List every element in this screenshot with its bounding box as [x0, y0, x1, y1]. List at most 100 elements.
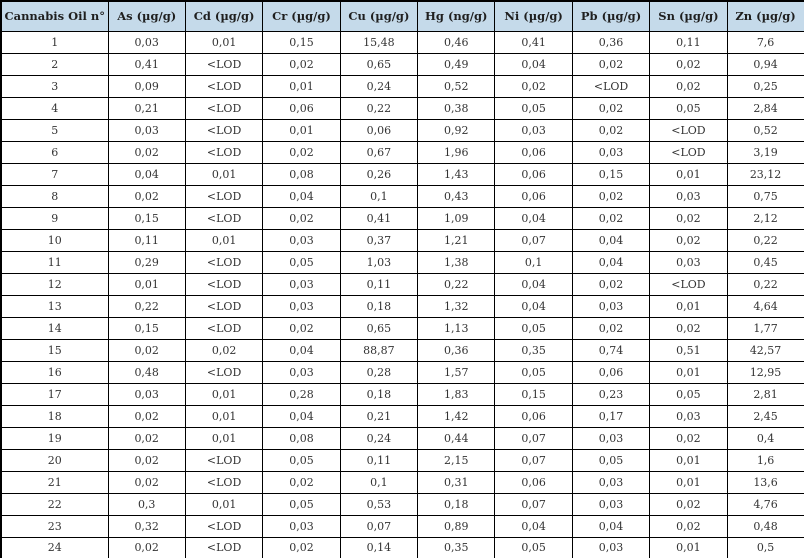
value-cell: 0,45 — [726, 250, 804, 274]
value-cell: <LOD — [184, 294, 264, 318]
value-cell: 0,02 — [649, 426, 728, 450]
value-cell: <LOD — [649, 272, 728, 296]
value-cell: 0,51 — [649, 338, 728, 362]
value-cell: 0,15 — [262, 30, 341, 54]
value-cell: 23,12 — [726, 162, 804, 186]
value-cell: 0,06 — [494, 184, 573, 208]
sample-number-cell: 21 — [0, 470, 109, 494]
value-cell: 0,3 — [107, 492, 186, 516]
value-cell: <LOD — [184, 206, 264, 230]
sample-number-cell: 1 — [0, 30, 109, 54]
value-cell: 0,41 — [107, 52, 186, 76]
value-cell: 0,07 — [494, 228, 573, 252]
value-cell: 4,76 — [726, 492, 804, 516]
value-cell: 0,94 — [726, 52, 804, 76]
sample-number-cell: 9 — [0, 206, 109, 230]
value-cell: 0,41 — [339, 206, 419, 230]
value-cell: 0,04 — [494, 272, 573, 296]
value-cell: 0,02 — [649, 228, 728, 252]
value-cell: <LOD — [184, 272, 264, 296]
value-cell: 0,22 — [726, 228, 804, 252]
value-cell: 4,64 — [726, 294, 804, 318]
value-cell: <LOD — [184, 514, 264, 538]
value-cell: 0,26 — [339, 162, 419, 186]
value-cell: 0,05 — [649, 96, 728, 120]
value-cell: 0,02 — [107, 426, 186, 450]
value-cell: 0,04 — [494, 294, 573, 318]
value-cell: 0,03 — [571, 294, 651, 318]
sample-number-cell: 14 — [0, 316, 109, 340]
table-row: 24 0,02 <LOD 0,02 0,14 0,35 0,05 0,03 0,01 0,5 — [0, 536, 804, 558]
value-cell: 0,04 — [494, 514, 573, 538]
value-cell: 0,07 — [494, 426, 573, 450]
value-cell: <LOD — [649, 140, 728, 164]
value-cell: 0,02 — [649, 316, 728, 340]
value-cell: 0,14 — [339, 536, 419, 558]
value-cell: 0,11 — [339, 272, 419, 296]
value-cell: 15,48 — [339, 30, 419, 54]
value-cell: 12,95 — [726, 360, 804, 384]
value-cell: 0,06 — [494, 470, 573, 494]
table-row: 21 0,02 <LOD 0,02 0,1 0,31 0,06 0,03 0,01 13,6 — [0, 470, 804, 494]
value-cell: 0,01 — [184, 426, 264, 450]
value-cell: 0,92 — [417, 118, 496, 142]
value-cell: 0,03 — [262, 360, 341, 384]
table-row: 8 0,02 <LOD 0,04 0,1 0,43 0,06 0,02 0,03 0,75 — [0, 184, 804, 208]
value-cell: 0,02 — [571, 316, 651, 340]
value-cell: 0,15 — [494, 382, 573, 406]
value-cell: 0,02 — [262, 140, 341, 164]
column-header: Sn (µg/g) — [649, 0, 728, 32]
value-cell: 0,04 — [494, 52, 573, 76]
value-cell: 0,01 — [649, 536, 728, 558]
value-cell: 0,03 — [107, 118, 186, 142]
value-cell: 7,6 — [726, 30, 804, 54]
value-cell: 0,02 — [184, 338, 264, 362]
sample-number-cell: 3 — [0, 74, 109, 98]
value-cell: 0,44 — [417, 426, 496, 450]
table-row: 10 0,11 0,01 0,03 0,37 1,21 0,07 0,04 0,02 0,22 — [0, 228, 804, 252]
value-cell: <LOD — [184, 140, 264, 164]
value-cell: 0,04 — [494, 206, 573, 230]
sample-number-cell: 8 — [0, 184, 109, 208]
value-cell: 0,04 — [262, 338, 341, 362]
value-cell: 0,01 — [649, 360, 728, 384]
value-cell: 0,48 — [726, 514, 804, 538]
sample-number-cell: 22 — [0, 492, 109, 516]
value-cell: 0,53 — [339, 492, 419, 516]
value-cell: 0,05 — [494, 96, 573, 120]
value-cell: 0,31 — [417, 470, 496, 494]
value-cell: <LOD — [184, 448, 264, 472]
column-header: Pb (µg/g) — [571, 0, 651, 32]
value-cell: 2,45 — [726, 404, 804, 428]
sample-number-cell: 23 — [0, 514, 109, 538]
table-row: 5 0,03 <LOD 0,01 0,06 0,92 0,03 0,02 <LOD 0,52 — [0, 118, 804, 142]
value-cell: 0,18 — [417, 492, 496, 516]
value-cell: 0,5 — [726, 536, 804, 558]
value-cell: 0,21 — [107, 96, 186, 120]
value-cell: 1,38 — [417, 250, 496, 274]
value-cell: 0,74 — [571, 338, 651, 362]
sample-number-cell: 10 — [0, 228, 109, 252]
value-cell: 0,32 — [107, 514, 186, 538]
table-row: 7 0,04 0,01 0,08 0,26 1,43 0,06 0,15 0,01 23,12 — [0, 162, 804, 186]
sample-number-cell: 18 — [0, 404, 109, 428]
sample-number-cell: 5 — [0, 118, 109, 142]
table-row: 12 0,01 <LOD 0,03 0,11 0,22 0,04 0,02 <LOD 0,22 — [0, 272, 804, 296]
value-cell: 13,6 — [726, 470, 804, 494]
value-cell: 0,04 — [571, 250, 651, 274]
value-cell: 0,01 — [184, 382, 264, 406]
value-cell: 0,28 — [339, 360, 419, 384]
value-cell: 0,02 — [262, 316, 341, 340]
value-cell: 0,05 — [494, 316, 573, 340]
sample-number-cell: 20 — [0, 448, 109, 472]
value-cell: 0,15 — [571, 162, 651, 186]
value-cell: 0,03 — [262, 294, 341, 318]
value-cell: 0,02 — [649, 206, 728, 230]
table-row: 15 0,02 0,02 0,04 88,87 0,36 0,35 0,74 0,51 42,57 — [0, 338, 804, 362]
value-cell: 0,07 — [339, 514, 419, 538]
value-cell: 0,41 — [494, 30, 573, 54]
value-cell: 0,07 — [494, 492, 573, 516]
value-cell: 0,01 — [649, 470, 728, 494]
value-cell: 1,96 — [417, 140, 496, 164]
column-header: Hg (ng/g) — [417, 0, 496, 32]
